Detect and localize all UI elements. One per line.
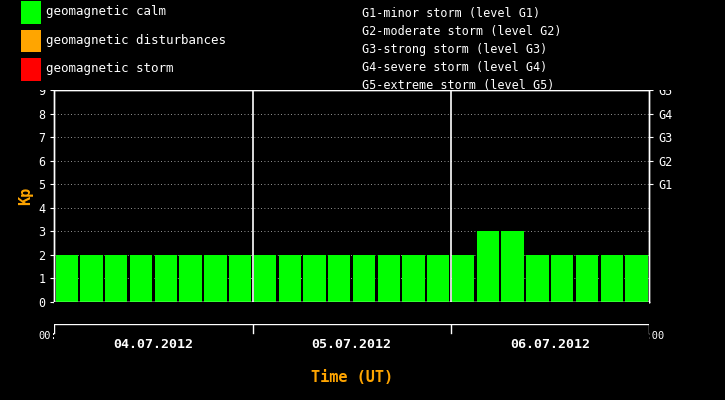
Bar <box>378 255 400 302</box>
Bar <box>154 255 177 302</box>
Bar <box>56 255 78 302</box>
Bar <box>353 255 375 302</box>
Text: 04.07.2012: 04.07.2012 <box>113 338 194 351</box>
Bar <box>551 255 573 302</box>
Bar <box>80 255 103 302</box>
Text: geomagnetic disturbances: geomagnetic disturbances <box>46 34 226 47</box>
Text: Time (UT): Time (UT) <box>310 370 393 386</box>
Bar <box>576 255 598 302</box>
Bar <box>229 255 252 302</box>
Bar <box>452 255 474 302</box>
Bar <box>278 255 301 302</box>
Bar <box>600 255 623 302</box>
Bar <box>254 255 276 302</box>
Text: 06.07.2012: 06.07.2012 <box>510 338 590 351</box>
Text: geomagnetic storm: geomagnetic storm <box>46 62 174 75</box>
Text: 05.07.2012: 05.07.2012 <box>312 338 392 351</box>
Bar <box>328 255 350 302</box>
Bar <box>402 255 425 302</box>
Y-axis label: Kp: Kp <box>17 187 33 205</box>
Bar <box>105 255 128 302</box>
Bar <box>502 231 523 302</box>
Bar <box>526 255 549 302</box>
Text: G5-extreme storm (level G5): G5-extreme storm (level G5) <box>362 79 555 92</box>
Bar <box>22 2 41 24</box>
Text: G4-severe storm (level G4): G4-severe storm (level G4) <box>362 61 548 74</box>
Bar <box>180 255 202 302</box>
Bar <box>626 255 647 302</box>
Bar <box>477 231 499 302</box>
Text: G3-strong storm (level G3): G3-strong storm (level G3) <box>362 43 548 56</box>
Text: G2-moderate storm (level G2): G2-moderate storm (level G2) <box>362 25 562 38</box>
Bar <box>303 255 326 302</box>
Bar <box>427 255 450 302</box>
Bar <box>204 255 226 302</box>
Text: geomagnetic calm: geomagnetic calm <box>46 5 166 18</box>
Text: G1-minor storm (level G1): G1-minor storm (level G1) <box>362 6 541 20</box>
Bar <box>22 30 41 52</box>
Bar <box>22 58 41 80</box>
Bar <box>130 255 152 302</box>
